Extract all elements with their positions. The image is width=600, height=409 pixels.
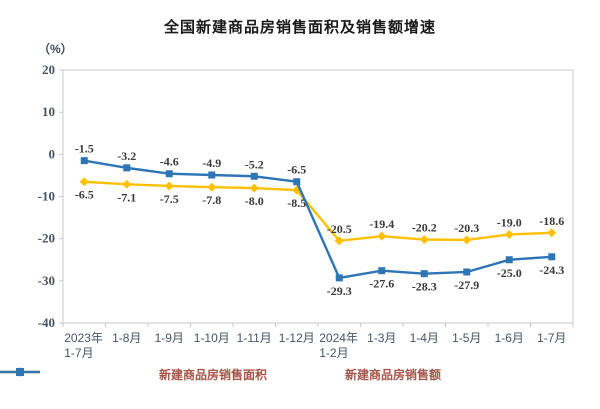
svg-text:-20.2: -20.2: [412, 221, 437, 235]
svg-text:1-6月: 1-6月: [495, 331, 524, 345]
svg-text:-20.3: -20.3: [454, 221, 479, 235]
chart-title: 全国新建商品房销售面积及销售额增速: [163, 19, 436, 36]
legend-marker-square-icon: [0, 368, 40, 376]
svg-text:-40: -40: [38, 315, 55, 330]
svg-text:1-4月: 1-4月: [410, 331, 439, 345]
svg-text:-6.5: -6.5: [75, 188, 94, 202]
svg-text:-4.9: -4.9: [202, 156, 221, 170]
legend-label: 新建商品房销售额: [345, 368, 442, 382]
y-axis-unit-label: （%）: [38, 42, 73, 56]
svg-text:10: 10: [42, 104, 55, 119]
svg-text:1-5月: 1-5月: [452, 331, 481, 345]
svg-text:2023年: 2023年: [64, 331, 103, 345]
svg-text:-28.3: -28.3: [412, 280, 437, 294]
svg-text:-27.6: -27.6: [369, 277, 394, 291]
svg-text:-6.5: -6.5: [287, 163, 306, 177]
svg-text:-5.2: -5.2: [245, 157, 264, 171]
svg-text:-8.5: -8.5: [287, 196, 306, 210]
svg-text:1-9月: 1-9月: [155, 331, 184, 345]
svg-text:-19.4: -19.4: [369, 217, 394, 231]
svg-text:-20: -20: [38, 231, 55, 246]
svg-text:1-8月: 1-8月: [112, 331, 141, 345]
svg-text:-25.0: -25.0: [497, 266, 522, 280]
svg-text:-1.5: -1.5: [75, 142, 94, 156]
svg-text:20: 20: [42, 62, 55, 77]
svg-text:1-12月: 1-12月: [279, 331, 315, 345]
svg-text:1-10月: 1-10月: [194, 331, 230, 345]
svg-text:-18.6: -18.6: [539, 214, 564, 228]
svg-text:0: 0: [49, 146, 56, 161]
svg-text:-7.5: -7.5: [160, 192, 179, 206]
svg-text:-27.9: -27.9: [454, 278, 479, 292]
legend-label: 新建商品房销售面积: [158, 368, 267, 382]
svg-text:-3.2: -3.2: [117, 149, 136, 163]
svg-text:-20.5: -20.5: [327, 222, 352, 236]
svg-text:-10: -10: [38, 189, 55, 204]
svg-text:-19.0: -19.0: [497, 215, 522, 229]
svg-text:-8.0: -8.0: [245, 194, 264, 208]
svg-text:-4.6: -4.6: [160, 155, 179, 169]
svg-text:1-11月: 1-11月: [237, 331, 272, 345]
svg-text:1-7月: 1-7月: [537, 331, 566, 345]
chart-legend: 新建商品房销售面积 新建商品房销售额: [0, 366, 600, 383]
legend-item: 新建商品房销售额: [0, 366, 442, 383]
legend-item: 新建商品房销售面积: [0, 366, 267, 383]
svg-text:-29.3: -29.3: [327, 284, 352, 298]
svg-text:1-3月: 1-3月: [367, 331, 396, 345]
svg-text:-7.1: -7.1: [117, 190, 136, 204]
svg-text:-30: -30: [38, 273, 55, 288]
svg-text:1-7月: 1-7月: [64, 346, 93, 360]
svg-text:-7.8: -7.8: [202, 193, 221, 207]
svg-text:1-2月: 1-2月: [319, 346, 348, 360]
svg-text:2024年: 2024年: [319, 331, 358, 345]
svg-text:-24.3: -24.3: [539, 263, 564, 277]
